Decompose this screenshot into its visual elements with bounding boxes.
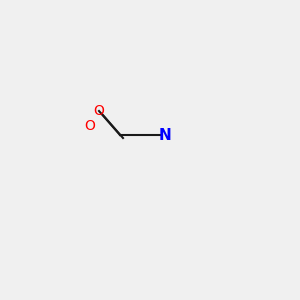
Text: N: N xyxy=(159,128,171,142)
Text: O: O xyxy=(94,104,104,118)
Text: O: O xyxy=(85,119,95,133)
